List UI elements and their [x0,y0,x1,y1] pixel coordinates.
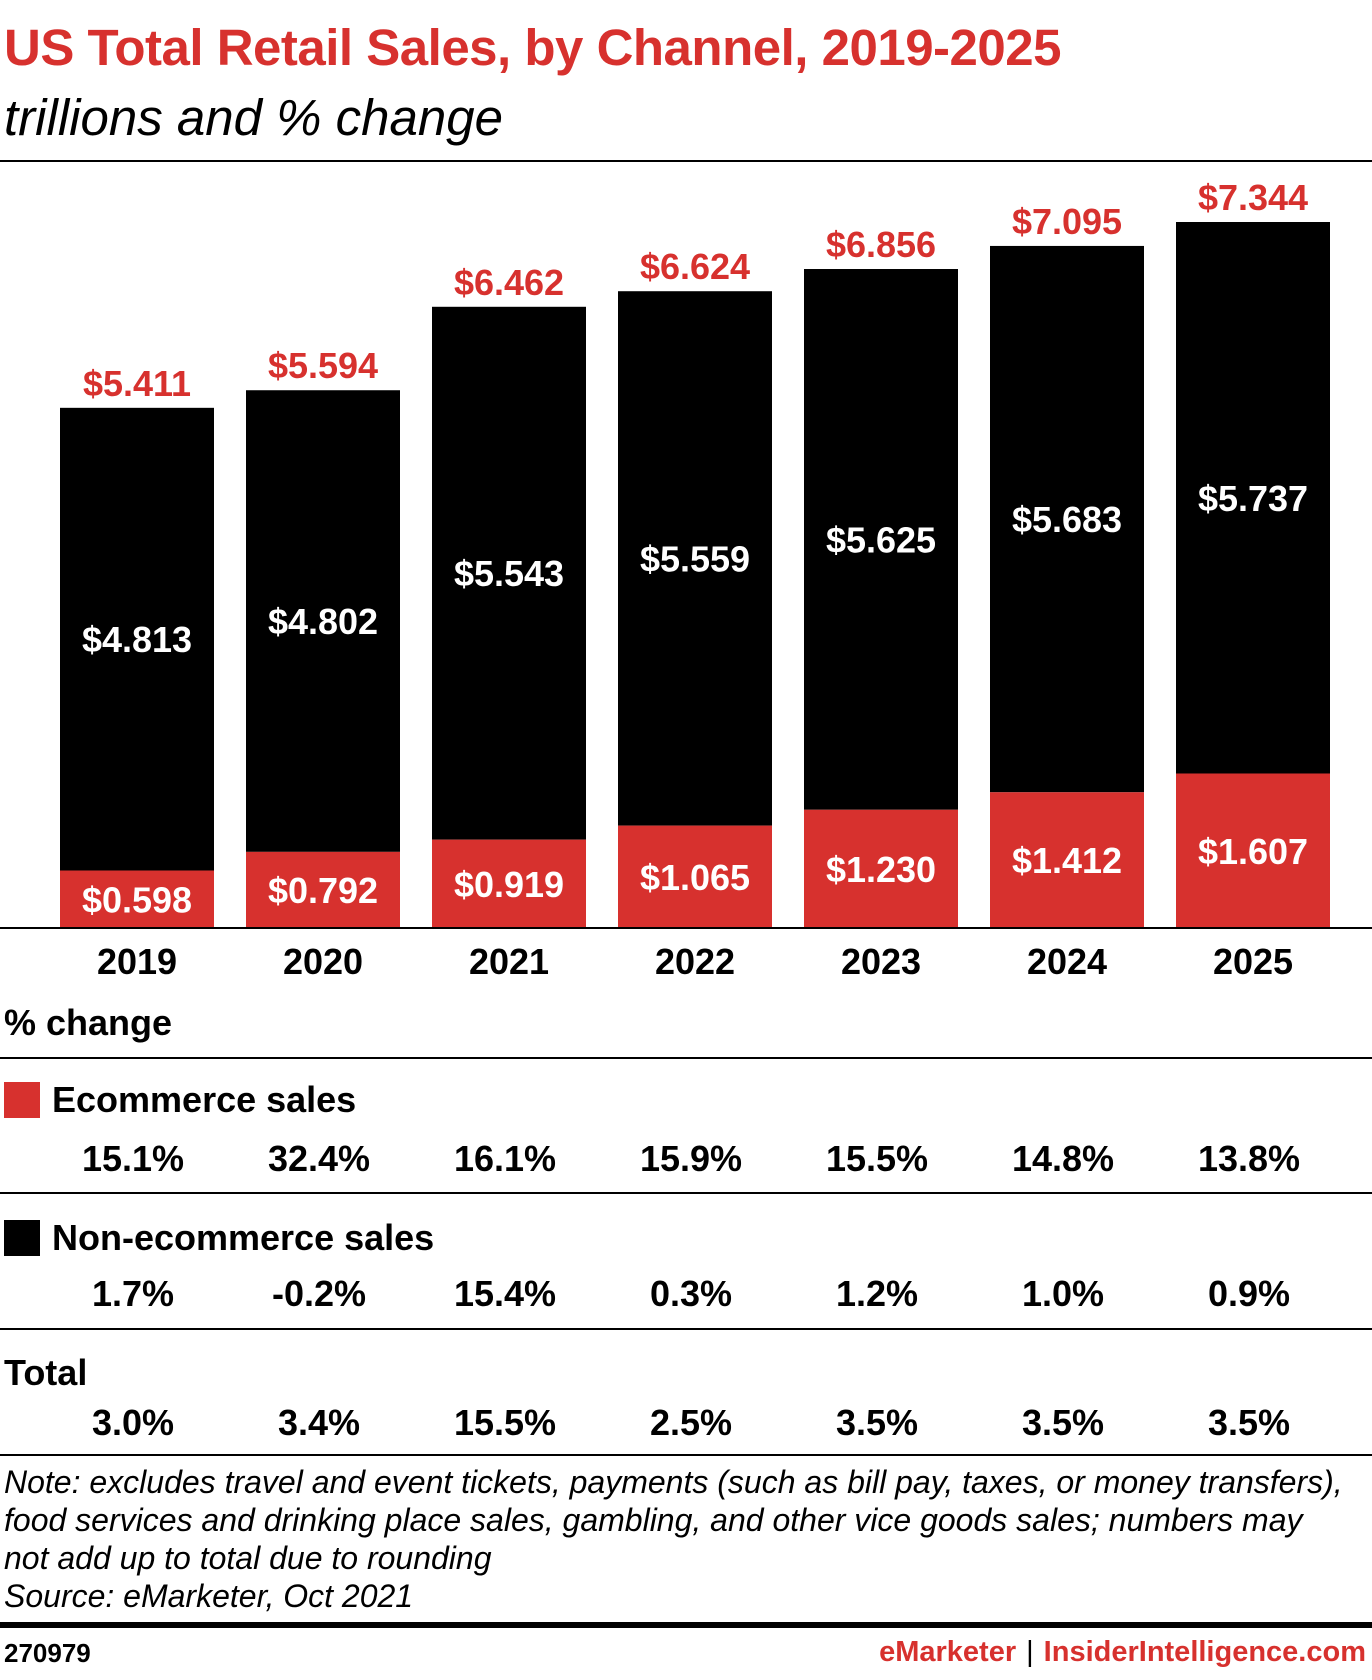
non-ecommerce-value-label: $5.559 [640,538,750,579]
total-row-label: Total [4,1352,88,1393]
pct-value: 15.5% [825,1138,929,1179]
brand-separator: | [1026,1636,1034,1668]
non-ecommerce-bar [60,407,214,871]
non-ecommerce-row-label: Non-ecommerce sales [52,1217,435,1258]
non-ecommerce-legend-swatch [4,1220,40,1256]
total-value-label: $6.462 [454,262,564,303]
ecommerce-value-label: $1.065 [640,857,750,898]
ecommerce-bar [804,809,958,928]
ecommerce-value-label: $1.607 [1198,831,1308,872]
note-rule [0,1454,1372,1456]
total-value-label: $6.856 [826,224,936,265]
pct-value: 14.8% [1011,1138,1115,1179]
total-value-label: $7.344 [1198,177,1308,218]
pct-value: 15.4% [453,1273,557,1314]
non-ecommerce-bar [1176,222,1330,774]
row-divider [0,1328,1372,1330]
non-ecommerce-value-label: $5.683 [1012,499,1122,540]
ecommerce-row-label: Ecommerce sales [52,1079,357,1120]
ecommerce-value-label: $0.792 [268,870,378,911]
pct-value: 13.8% [1197,1138,1301,1179]
pct-value: 1.7% [91,1273,175,1314]
pct-value: 0.3% [649,1273,733,1314]
ecommerce-value-label: $1.412 [1012,840,1122,881]
x-tick-label: 2023 [841,941,921,982]
pct-value: 1.2% [835,1273,919,1314]
ecommerce-bar [246,851,400,928]
row-divider [0,1192,1372,1194]
pct-value: 3.5% [1021,1402,1105,1443]
brand-insider-intelligence: InsiderIntelligence.com [1043,1636,1366,1668]
total-pct-row: 3.0% 3.4% 15.5% 2.5% 3.5% 3.5% 3.5% [0,1402,1372,1446]
ecommerce-pct-row: 15.1% 32.4% 16.1% 15.9% 15.5% 14.8% 13.8% [0,1138,1372,1182]
x-tick-label: 2024 [1027,941,1107,982]
chart-subtitle: trillions and % change [4,89,503,146]
x-tick-label: 2019 [97,941,177,982]
ecommerce-bar [60,870,214,928]
note-line: Note: excludes travel and event tickets,… [4,1464,1343,1500]
pct-value: 0.9% [1207,1273,1291,1314]
non-ecommerce-value-label: $4.802 [268,601,378,642]
pct-value: 2.5% [649,1402,733,1443]
ecommerce-bar [432,839,586,928]
note-line: food services and drinking place sales, … [4,1502,1303,1538]
pct-value: 1.0% [1021,1273,1105,1314]
pct-value: 3.4% [277,1402,361,1443]
chart-id: 270979 [4,1638,91,1668]
footer-brand: eMarketer | InsiderIntelligence.com [879,1636,1366,1669]
pct-value: 3.5% [1207,1402,1291,1443]
x-tick-label: 2022 [655,941,735,982]
pct-value: 15.9% [639,1138,743,1179]
non-ecommerce-bar [432,306,586,840]
non-ecommerce-bar [990,245,1144,793]
source-line: Source: eMarketer, Oct 2021 [4,1578,414,1614]
pct-value: 15.1% [81,1138,185,1179]
brand-emarketer: eMarketer [879,1636,1017,1668]
pct-value: 3.5% [835,1402,919,1443]
pct-value: 32.4% [267,1138,371,1179]
note-line: not add up to total due to rounding [4,1540,492,1576]
stacked-bar-chart: $0.598 $4.813 $5.411 2019 $0.792 $4.802 $5.594… [0,177,1372,982]
non-ecommerce-value-label: $5.625 [826,519,936,560]
ecommerce-bar [618,825,772,928]
x-tick-label: 2025 [1213,941,1293,982]
non-ecommerce-value-label: $5.543 [454,553,564,594]
non-ecommerce-bar [618,291,772,826]
x-tick-label: 2021 [469,941,549,982]
pct-value: 16.1% [453,1138,557,1179]
footer-rule [0,1622,1372,1628]
ecommerce-value-label: $0.919 [454,864,564,905]
non-ecommerce-pct-row: 1.7% -0.2% 15.4% 0.3% 1.2% 1.0% 0.9% [0,1273,1372,1317]
total-value-label: $7.095 [1012,201,1122,242]
non-ecommerce-value-label: $5.737 [1198,478,1308,519]
x-tick-label: 2020 [283,941,363,982]
pct-value: -0.2% [271,1273,367,1314]
non-ecommerce-value-label: $4.813 [82,619,192,660]
total-value-label: $5.594 [268,345,378,386]
ecommerce-bar [990,792,1144,928]
title-rule [0,160,1372,162]
pct-value: 3.0% [91,1402,175,1443]
pct-change-heading: % change [4,1002,173,1043]
chart-note: Note: excludes travel and event tickets,… [4,1463,1372,1615]
total-value-label: $6.624 [640,246,750,287]
non-ecommerce-bar [246,390,400,852]
non-ecommerce-bar [804,269,958,810]
pct-value: 15.5% [453,1402,557,1443]
total-value-label: $5.411 [83,363,191,404]
chart-title: US Total Retail Sales, by Channel, 2019-… [4,19,1062,76]
ecommerce-legend-swatch [4,1082,40,1118]
ecommerce-value-label: $1.230 [826,849,936,890]
row-divider [0,1057,1372,1059]
ecommerce-value-label: $0.598 [82,879,192,920]
ecommerce-bar [1176,773,1330,928]
